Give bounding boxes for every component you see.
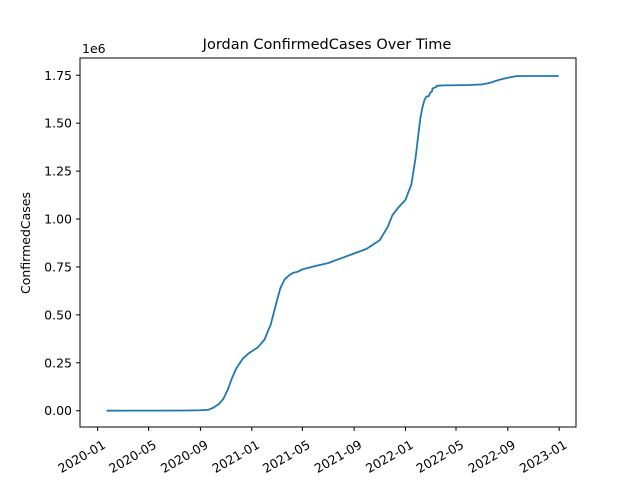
y-tick-label: 1.25 — [44, 164, 72, 179]
y-tick-label: 0.25 — [44, 355, 72, 370]
y-tick-label: 1.75 — [44, 68, 72, 83]
y-offset-label: 1e6 — [82, 41, 106, 56]
y-axis: 0.00 0.25 0.50 0.75 1.00 1.25 1.50 1.75 — [44, 68, 80, 418]
plot-area — [106, 75, 559, 412]
y-axis-label: ConfirmedCases — [18, 192, 33, 294]
y-tick-label: 0.00 — [44, 403, 72, 418]
y-tick-label: 1.00 — [44, 212, 72, 227]
y-tick-label: 0.75 — [44, 259, 72, 274]
y-tick-label: 0.50 — [44, 307, 72, 322]
series-line-confirmed-cases — [106, 75, 559, 412]
y-tick-label: 1.50 — [44, 116, 72, 131]
chart-title: Jordan ConfirmedCases Over Time — [202, 37, 452, 53]
axes-frame — [79, 57, 577, 428]
